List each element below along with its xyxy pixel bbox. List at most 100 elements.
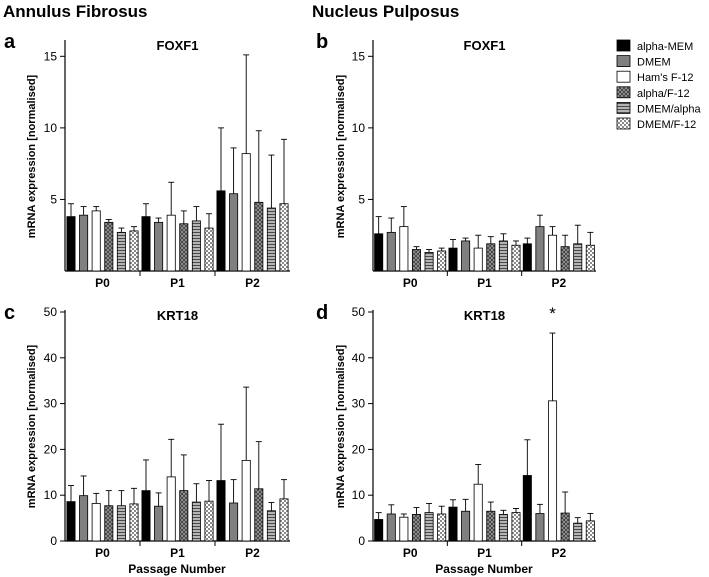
panel-title: FOXF1 <box>157 38 199 53</box>
y-axis-title: mRNA expression [normalised] <box>26 344 38 508</box>
y-axis-title: mRNA expression [normalised] <box>335 344 347 508</box>
legend-swatch <box>616 70 631 83</box>
y-tick-label: 10 <box>44 488 58 502</box>
x-tick-label: P0 <box>403 276 418 290</box>
bar <box>266 510 276 542</box>
bar <box>104 221 114 272</box>
x-tick-label: P1 <box>170 276 185 290</box>
x-tick-label: P0 <box>95 276 110 290</box>
bar <box>141 216 151 272</box>
bar <box>179 223 189 272</box>
legend-label: alpha/F-12 <box>637 88 690 100</box>
bar <box>473 247 483 272</box>
y-tick-label: 10 <box>352 121 366 135</box>
x-tick-label: P1 <box>170 546 185 560</box>
legend-label: DMEM/alpha <box>637 103 701 115</box>
bar <box>486 243 496 272</box>
bar <box>229 502 239 542</box>
bar <box>511 512 521 542</box>
bar <box>179 490 189 542</box>
y-axis-title: mRNA expression [normalised] <box>335 74 347 238</box>
y-tick-label: 30 <box>44 397 58 411</box>
bar <box>448 506 458 542</box>
panel-b-plot: FOXF1 mRNA expression [normalised] 5 10 15 P0… <box>335 38 596 290</box>
panel-letter-a: a <box>4 31 16 53</box>
bar <box>79 495 89 542</box>
bar <box>498 240 508 272</box>
bar <box>191 501 201 542</box>
y-tick-label: 50 <box>44 305 58 319</box>
bar <box>116 505 126 542</box>
bar <box>399 226 409 272</box>
bar <box>473 483 483 542</box>
panel-a: a FOXF1 mRNA expression [normalised] 5 10 15… <box>4 31 290 290</box>
bar <box>486 510 496 542</box>
bar <box>560 512 570 542</box>
y-tick-label: 40 <box>352 351 366 365</box>
bar <box>229 193 239 272</box>
bar <box>166 214 176 272</box>
bar <box>573 243 583 272</box>
bar <box>216 480 226 542</box>
bar <box>66 501 76 542</box>
bar <box>399 516 409 542</box>
panel-c-plot: KRT18 mRNA expression [normalised] 0 10 20 30… <box>26 305 290 560</box>
bar <box>166 476 176 542</box>
panel-c: c KRT18 mRNA expression [normalised] 0 10 20… <box>4 302 290 560</box>
panel-title: KRT18 <box>157 308 198 323</box>
bar <box>104 505 114 542</box>
bar <box>91 210 101 272</box>
legend-label: Ham's F-12 <box>637 72 694 84</box>
bar <box>266 207 276 272</box>
bar <box>204 500 214 542</box>
panel-a-plot: FOXF1 mRNA expression [normalised] 5 10 15 P0… <box>26 38 290 290</box>
bar <box>585 244 595 272</box>
bar <box>535 513 545 542</box>
x-axis-title-right: Passage Number <box>435 562 533 576</box>
bar <box>254 488 264 542</box>
panel-d: d KRT18 mRNA expression [normalised] 0 10 20… <box>316 302 596 560</box>
bar <box>448 247 458 272</box>
legend-label: DMEM <box>637 57 671 69</box>
column-title-annulus: Annulus Fibrosus <box>3 2 148 21</box>
bar <box>154 221 164 272</box>
bar <box>461 240 471 272</box>
bar <box>204 227 214 272</box>
bar <box>116 231 126 272</box>
bar <box>437 513 447 542</box>
bar <box>279 203 289 272</box>
panel-letter-c: c <box>4 302 15 324</box>
bar <box>79 214 89 272</box>
bar <box>424 512 434 542</box>
legend-label: alpha-MEM <box>637 41 693 53</box>
y-tick-label: 10 <box>352 488 366 502</box>
panel-title: KRT18 <box>464 308 505 323</box>
y-tick-label: 0 <box>50 534 57 548</box>
bar <box>548 400 558 542</box>
y-tick-label: 5 <box>50 192 57 206</box>
x-axis-title-left: Passage Number <box>128 562 226 576</box>
legend-swatch <box>616 117 631 130</box>
x-tick-label: P2 <box>245 546 260 560</box>
bar <box>141 490 151 542</box>
panel-title: FOXF1 <box>464 38 506 53</box>
bar <box>386 231 396 272</box>
bar <box>374 233 384 272</box>
y-tick-label: 50 <box>352 305 366 319</box>
bar <box>129 230 139 272</box>
y-tick-label: 15 <box>44 49 58 63</box>
bar <box>91 503 101 542</box>
y-tick-label: 30 <box>352 397 366 411</box>
x-tick-label: P1 <box>477 276 492 290</box>
bar <box>129 503 139 542</box>
legend-swatch <box>616 102 631 114</box>
legend-swatch <box>616 55 631 67</box>
bar <box>411 249 421 272</box>
bar <box>560 246 570 272</box>
legend-swatch <box>616 39 631 52</box>
panel-d-plot: KRT18 mRNA expression [normalised] 0 10 20 30… <box>335 304 596 560</box>
panel-letter-d: d <box>316 302 328 324</box>
x-tick-label: P2 <box>551 546 566 560</box>
x-tick-label: P2 <box>551 276 566 290</box>
